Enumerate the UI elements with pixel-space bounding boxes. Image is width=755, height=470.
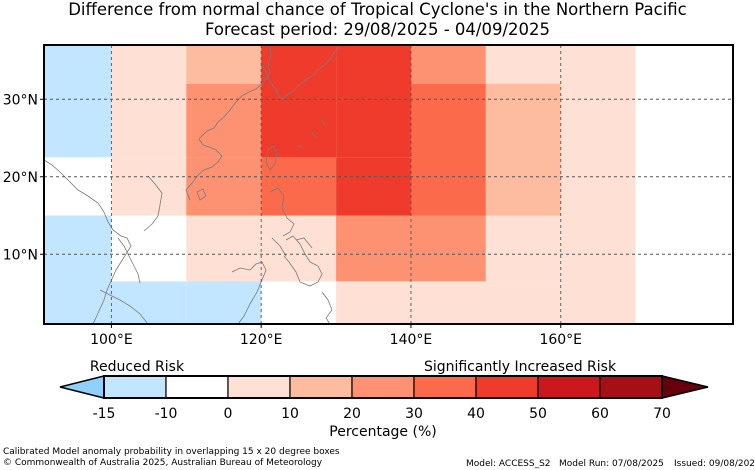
coastline-malay-peninsula — [117, 237, 141, 284]
coastline-sulawesi — [321, 291, 333, 324]
lon-tick-label: 140°E — [390, 332, 433, 348]
colorbar-tick-label: 10 — [281, 406, 299, 422]
heatmap-cell-20 — [410, 45, 486, 84]
colorbar-swatch-6 — [475, 375, 539, 399]
gridlines — [44, 45, 733, 324]
colorbar-swatch-2 — [227, 375, 291, 399]
heatmap-cell-29 — [635, 45, 733, 324]
heatmap-cell-19 — [336, 281, 411, 324]
coastline-borneo — [231, 261, 267, 324]
footer-model-run: Model Run: 07/08/2025 — [559, 459, 664, 469]
heatmap-cell-13 — [261, 157, 337, 216]
heatmap-cell-27 — [485, 281, 561, 324]
colorbar-label: Percentage (%) — [329, 424, 436, 440]
heatmap-cell-10 — [186, 215, 262, 282]
heatmap-cell-1 — [44, 157, 112, 216]
heatmap-cell-28 — [560, 45, 636, 324]
colorbar-caption-reduced: Reduced Risk — [90, 359, 185, 375]
colorbar-tick-label: 50 — [529, 406, 547, 422]
heatmap-cell-6 — [111, 281, 187, 324]
chart-subtitle: Forecast period: 29/08/2025 - 04/09/2025 — [204, 20, 551, 39]
colorbar-tick-label: 60 — [591, 406, 609, 422]
colorbar-under-arrow — [59, 375, 105, 399]
colorbar-swatch-7 — [537, 375, 601, 399]
heatmap-cell-15 — [261, 281, 337, 324]
coastline-philippines — [269, 187, 323, 287]
heatmap-cell-23 — [410, 281, 486, 324]
lat-tick-label: 30°N — [3, 92, 38, 108]
heatmap-cell-8 — [186, 83, 262, 158]
colorbar-tick-label: 0 — [224, 406, 233, 422]
anomaly-cells — [44, 45, 733, 324]
lat-tick-label: 20°N — [3, 170, 38, 186]
coastline-sumatra — [99, 289, 149, 324]
heatmap-cell-3 — [111, 45, 187, 158]
colorbar-over-arrow — [661, 375, 709, 399]
colorbar-tick-label: 30 — [405, 406, 423, 422]
coastline-japan — [279, 45, 341, 149]
colorbar-tick-label: -10 — [155, 406, 178, 422]
coastlines — [44, 45, 341, 324]
colorbar-tick-label: -15 — [93, 406, 116, 422]
colorbar-swatch-5 — [413, 375, 477, 399]
heatmap-cell-18 — [336, 215, 411, 282]
lon-tick-label: 120°E — [240, 332, 283, 348]
colorbar-swatch-3 — [289, 375, 353, 399]
heatmap-cell-21 — [410, 83, 486, 216]
heatmap-cell-14 — [261, 215, 337, 282]
heatmap-cell-17 — [336, 157, 411, 216]
colorbar-swatch-4 — [351, 375, 415, 399]
colorbar-swatch-1 — [165, 375, 229, 399]
lat-tick-label: 10°N — [3, 247, 38, 263]
heatmap-cell-2 — [44, 215, 112, 324]
colorbar-tick-label: 40 — [467, 406, 485, 422]
colorbar-swatch-8 — [599, 375, 663, 399]
colorbar-tick-label: 70 — [653, 406, 671, 422]
axis-ticks: 100°E 120°E 140°E 160°E 10°N 20°N 30°N — [3, 92, 582, 348]
map-frame — [43, 44, 734, 325]
chart-title: Difference from normal chance of Tropica… — [68, 0, 687, 19]
heatmap-cell-25 — [485, 83, 561, 216]
lon-tick-label: 100°E — [90, 332, 133, 348]
footer-copyright: © Commonwealth of Australia 2025, Austra… — [3, 458, 323, 468]
footer-model: Model: ACCESS_S2 — [466, 459, 551, 469]
heatmap-cell-5 — [111, 215, 187, 282]
coastline-taiwan — [265, 145, 278, 171]
colorbar: -15 -10 0 10 20 30 40 50 60 70 Percentage (%) Reduc… — [59, 359, 709, 440]
coastline-korea — [261, 65, 281, 99]
heatmap-cell-16 — [336, 45, 411, 158]
heatmap-cell-4 — [111, 157, 187, 216]
heatmap-cell-11 — [186, 281, 262, 324]
footer-issued: Issued: 09/08/2025 — [674, 459, 755, 469]
heatmap-cell-26 — [485, 215, 561, 282]
colorbar-swatch-0 — [103, 375, 167, 399]
heatmap-cell-12 — [261, 45, 337, 158]
coastline-asia-mainland — [44, 45, 272, 324]
heatmap-cell-9 — [186, 157, 262, 216]
coastline-hainan — [196, 188, 207, 201]
heatmap-cell-7 — [186, 45, 262, 84]
heatmap-cell-22 — [410, 215, 486, 282]
heatmap-cell-0 — [44, 45, 112, 158]
colorbar-caption-increased: Significantly Increased Risk — [424, 359, 617, 375]
lon-tick-label: 160°E — [539, 332, 582, 348]
heatmap-cell-24 — [485, 45, 561, 84]
footer-description: Calibrated Model anomaly probability in … — [3, 447, 340, 457]
colorbar-frame — [103, 375, 663, 399]
colorbar-tick-label: 20 — [343, 406, 361, 422]
